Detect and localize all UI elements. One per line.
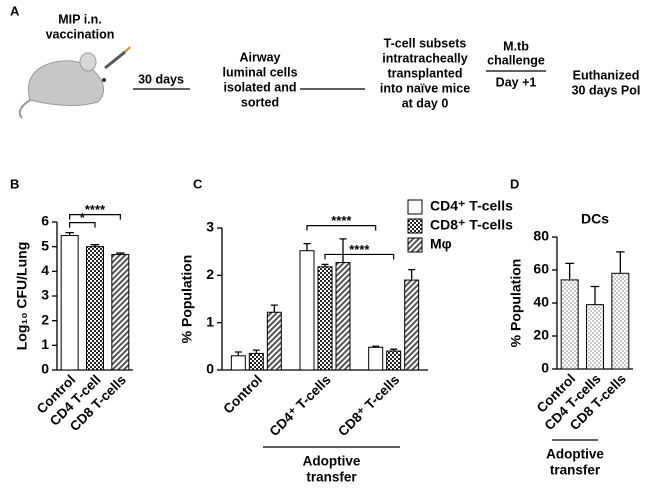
step-text: vaccination xyxy=(46,27,115,41)
step-text: at day 0 xyxy=(402,96,449,110)
y-tick-label: 4 xyxy=(41,262,49,278)
bar xyxy=(230,355,246,371)
chart-title: DCs xyxy=(581,211,609,227)
step-text: 30 days xyxy=(138,72,184,86)
y-tick-label: 6 xyxy=(41,213,49,229)
bar xyxy=(299,250,315,371)
bar xyxy=(611,272,630,370)
error-bar xyxy=(339,238,347,263)
y-tick-label: 20 xyxy=(533,327,549,343)
y-tick-label: 0 xyxy=(41,361,49,377)
y-tick-label: 80 xyxy=(533,228,549,244)
panel-label: A xyxy=(10,3,20,18)
error-bar xyxy=(303,242,311,251)
y-tick-label: 2 xyxy=(41,311,49,327)
x-tick-label: Control xyxy=(220,372,265,417)
step-text: into naïve mice xyxy=(380,81,470,95)
step-text: Day +1 xyxy=(496,75,537,89)
bar xyxy=(86,246,104,371)
bar xyxy=(368,346,384,371)
significance-label: **** xyxy=(85,202,106,217)
group-label: transfer xyxy=(550,463,601,478)
error-bar xyxy=(590,285,600,305)
step-text: Airway xyxy=(240,50,281,64)
significance-bracket xyxy=(69,222,96,228)
y-axis-label: Log₁₀ CFU/Lung xyxy=(14,242,30,351)
x-tick-label: CD8⁺ T-cells xyxy=(335,372,402,439)
step-text: luminal cells xyxy=(222,65,297,79)
significance-label: **** xyxy=(331,213,352,228)
step-text: isolated and xyxy=(224,80,297,94)
y-tick-label: 5 xyxy=(41,237,49,253)
x-tick-label: CD4⁺ T-cells xyxy=(267,372,334,439)
group-label: transfer xyxy=(306,470,357,485)
y-tick-label: 3 xyxy=(41,287,49,303)
error-bar xyxy=(321,263,329,267)
legend-label: CD8⁺ T-cells xyxy=(430,217,513,233)
step-text: sorted xyxy=(241,95,279,109)
y-tick-label: 1 xyxy=(206,313,214,329)
bar xyxy=(404,279,420,371)
group-label: Adoptive xyxy=(546,447,604,462)
error-bar xyxy=(234,351,242,356)
step-text: transplanted xyxy=(387,66,462,80)
y-tick-label: 0 xyxy=(541,360,549,376)
significance-bracket xyxy=(324,253,395,260)
bar xyxy=(317,266,333,371)
significance-bracket xyxy=(306,225,377,231)
significance-bracket xyxy=(69,214,121,220)
step-text: M.tb xyxy=(503,39,529,53)
panel-label: D xyxy=(510,176,519,191)
y-tick-label: 1 xyxy=(41,336,49,352)
error-bar xyxy=(565,262,574,280)
bar xyxy=(60,235,79,371)
step-text: intratracheally xyxy=(382,51,468,65)
error-bar xyxy=(116,252,125,255)
panel-label: B xyxy=(10,176,19,191)
legend-swatch xyxy=(407,218,423,234)
bar xyxy=(335,262,351,371)
bar xyxy=(266,311,282,371)
legend-label: CD4⁺ T-cells xyxy=(430,198,513,214)
step-text: challenge xyxy=(487,53,545,67)
error-bar xyxy=(270,304,278,313)
y-tick-label: 3 xyxy=(206,219,214,235)
bar xyxy=(586,304,604,370)
schematic: A MIP i.n. vaccination 30 days Airway lu… xyxy=(10,3,641,119)
y-axis-label: % Population xyxy=(508,259,524,348)
y-tick-label: 40 xyxy=(533,294,549,310)
panel-label: C xyxy=(193,176,203,191)
step-text: 30 days PoI xyxy=(572,83,641,97)
legend-label: Mφ xyxy=(430,236,452,252)
mouse xyxy=(18,46,131,119)
step-text: Euthanized xyxy=(573,68,640,82)
error-bar xyxy=(90,244,100,247)
legend-swatch xyxy=(407,237,423,253)
y-tick-label: 2 xyxy=(206,266,214,282)
significance-label: * xyxy=(80,210,86,225)
step-text: T-cell subsets xyxy=(384,36,467,50)
step-text: MIP i.n. xyxy=(58,12,102,26)
legend-swatch xyxy=(407,199,423,215)
significance-label: **** xyxy=(349,242,370,257)
error-bar xyxy=(408,269,416,281)
bar xyxy=(248,352,264,371)
y-tick-label: 0 xyxy=(206,361,214,377)
group-label: Adoptive xyxy=(303,454,361,469)
error-bar xyxy=(65,231,74,236)
error-bar xyxy=(372,345,380,348)
error-bar xyxy=(390,348,398,352)
error-bar xyxy=(616,251,625,274)
bar xyxy=(111,254,130,371)
bar xyxy=(386,350,402,371)
y-axis-label: % Population xyxy=(179,255,195,344)
error-bar xyxy=(252,349,260,354)
bar xyxy=(560,279,579,370)
y-tick-label: 60 xyxy=(533,261,549,277)
